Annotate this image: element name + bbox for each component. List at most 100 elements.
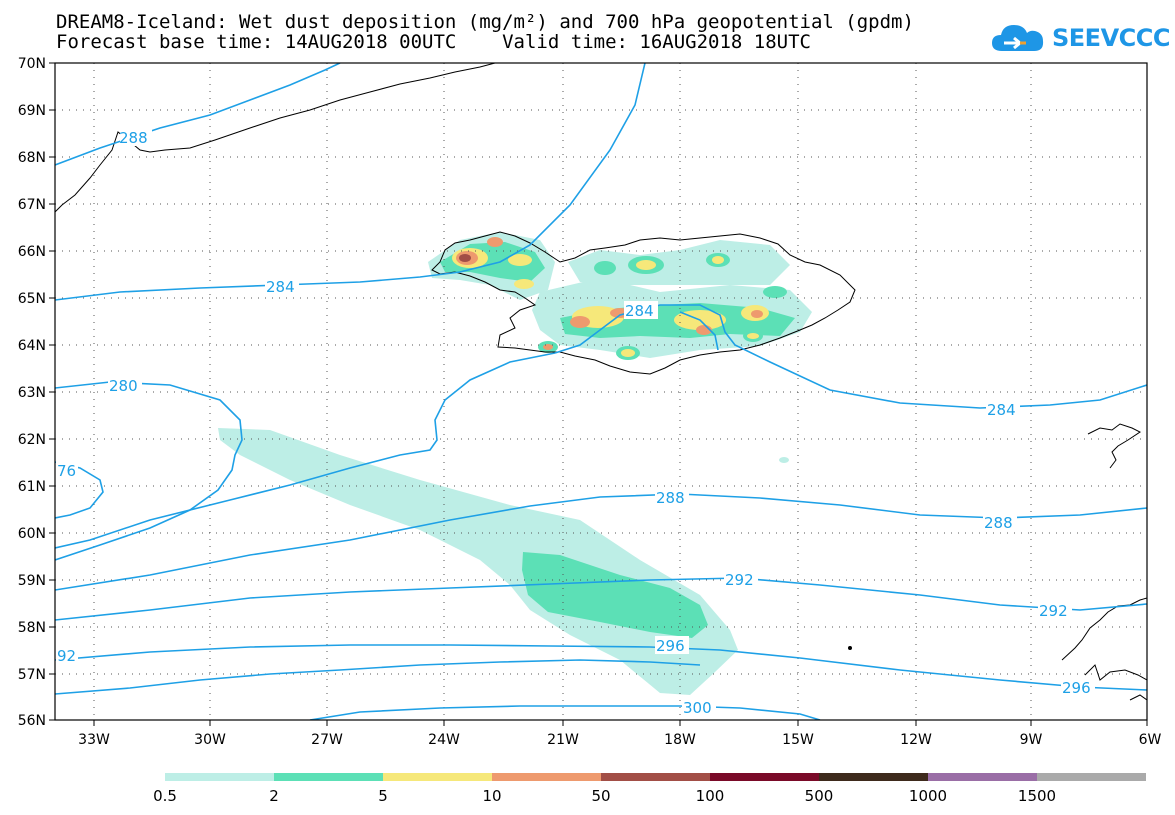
contour-label: 296 (656, 637, 685, 655)
lat-label: 65N (18, 291, 46, 307)
colorbar-swatch (819, 773, 928, 781)
lat-label: 56N (18, 713, 46, 729)
contour-label-bg (56, 461, 78, 479)
colorbar-swatch (383, 773, 492, 781)
lon-label: 21W (547, 732, 579, 748)
map-title: DREAM8-Iceland: Wet dust deposition (mg/… (56, 11, 914, 33)
contour-label: 288 (119, 129, 148, 147)
contour-284-branch (679, 311, 719, 351)
contour-label: 296 (1062, 679, 1091, 697)
lat-label: 60N (18, 526, 46, 542)
iceland-coast (431, 231, 856, 375)
lat-label: 68N (18, 150, 46, 166)
lat-label: 64N (18, 338, 46, 354)
contour-label-bg (1061, 678, 1095, 696)
greenland-coast (55, 63, 496, 213)
lat-label: 70N (18, 56, 46, 72)
contour-300 (55, 659, 701, 695)
contour-284-west-north (55, 63, 646, 301)
colorbar-label: 100 (695, 787, 725, 805)
latitude-labels: 70N 69N 68N 67N 66N 65N 64N 63N 62N 61N … (18, 56, 46, 729)
contour-label: 92 (57, 647, 76, 665)
faroe-islands (1087, 423, 1141, 469)
map-subtitle: Forecast base time: 14AUG2018 00UTC Vali… (56, 31, 811, 53)
contour-280 (55, 381, 243, 561)
colorbar-swatch (928, 773, 1037, 781)
lon-label: 6W (1139, 732, 1162, 748)
contour-label: 292 (725, 571, 754, 589)
contour-label-bg (1038, 601, 1072, 619)
graticule (55, 63, 1147, 720)
contour-label-bg (724, 570, 758, 588)
colorbar-legend: 0.5 2 5 10 50 100 500 1000 1500 (153, 773, 1146, 805)
contour-label: 280 (109, 377, 138, 395)
contour-label-bg (624, 301, 658, 319)
colorbar-swatch (492, 773, 601, 781)
lat-label: 58N (18, 620, 46, 636)
contour-label-bg (56, 646, 78, 664)
lon-label: 9W (1020, 732, 1043, 748)
contour-label-bg (655, 636, 689, 654)
deposition-plume-core (522, 552, 708, 638)
lon-label: 12W (900, 732, 932, 748)
lon-label: 30W (194, 732, 226, 748)
lat-label: 67N (18, 197, 46, 213)
colorbar-swatch (274, 773, 383, 781)
contour-label: 284 (625, 302, 654, 320)
lat-label: 61N (18, 479, 46, 495)
contour-label: 284 (266, 278, 295, 296)
contour-label-bg (108, 376, 142, 394)
contour-label-bg (655, 488, 689, 506)
forecast-map: 288 284 284 280 76 284 288 288 292 292 9… (18, 56, 1162, 748)
colorbar-label: 5 (378, 787, 388, 805)
lat-label: 63N (18, 385, 46, 401)
contour-300-bottom (309, 705, 821, 720)
seevccc-logo: SEEVCCC (990, 20, 1171, 56)
contour-label: 288 (656, 489, 685, 507)
contour-label-bg (986, 400, 1020, 418)
colorbar-label: 1000 (908, 787, 948, 805)
colorbar-label: 500 (804, 787, 834, 805)
colorbar-label: 0.5 (153, 787, 177, 805)
colorbar-label: 1500 (1017, 787, 1057, 805)
colorbar-swatch (1037, 773, 1146, 781)
lat-label: 66N (18, 244, 46, 260)
lon-label: 24W (428, 732, 460, 748)
colorbar-label: 10 (482, 787, 502, 805)
lon-label: 27W (311, 732, 343, 748)
lon-label: 18W (664, 732, 696, 748)
contour-label: 300 (683, 699, 712, 717)
contour-label: 284 (987, 401, 1016, 419)
scotland-coast (1061, 597, 1147, 701)
lon-label: 15W (782, 732, 814, 748)
colorbar-swatch (710, 773, 819, 781)
colorbar-swatch (165, 773, 274, 781)
deposition-plume-light (218, 428, 738, 695)
contour-288-north (55, 63, 341, 166)
contour-labels: 288 284 284 280 76 284 288 288 292 292 9… (56, 128, 1095, 717)
deposition-spot (779, 457, 789, 463)
contour-label-bg (682, 698, 716, 716)
dust-deposition-field (218, 232, 812, 695)
lat-label: 69N (18, 103, 46, 119)
lon-label: 33W (78, 732, 110, 748)
cloud-logo-icon (992, 25, 1044, 51)
contour-label-bg (265, 277, 299, 295)
contour-296 (55, 644, 1147, 691)
colorbar-labels: 0.5 2 5 10 50 100 500 1000 1500 (153, 781, 1146, 805)
contour-label: 292 (1039, 602, 1068, 620)
contour-label-bg (983, 513, 1017, 531)
lat-label: 57N (18, 667, 46, 683)
colorbar-label: 50 (591, 787, 611, 805)
contour-label: 76 (57, 462, 76, 480)
coastlines (55, 63, 1147, 701)
contour-276 (55, 461, 104, 519)
contour-label-bg (120, 128, 152, 146)
lat-label: 62N (18, 432, 46, 448)
colorbar-swatch (601, 773, 710, 781)
lat-label: 59N (18, 573, 46, 589)
axis-ticks (49, 62, 1148, 726)
longitude-labels: 33W 30W 27W 24W 21W 18W 15W 12W 9W 6W (78, 732, 1161, 748)
deposition-iceland (428, 232, 812, 360)
contour-284-south (55, 352, 556, 549)
